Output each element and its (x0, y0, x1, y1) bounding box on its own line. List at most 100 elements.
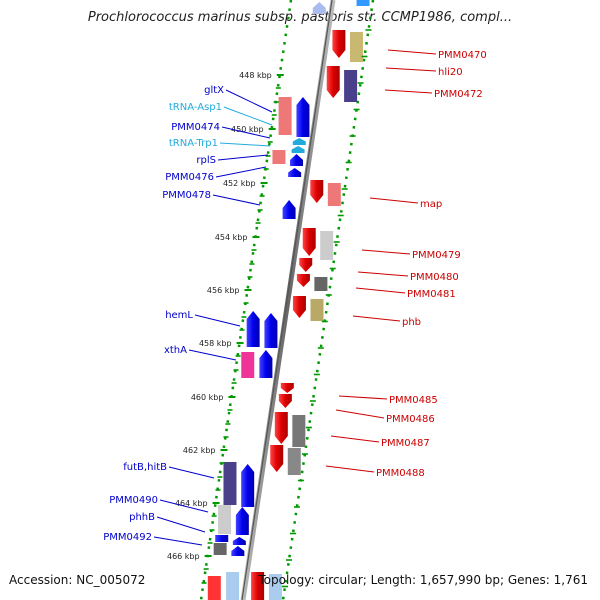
reverse-gene-feature (332, 30, 346, 58)
forward-gene-feature (215, 535, 229, 542)
gene-label-right: PMM0487 (381, 438, 430, 449)
forward-gene-feature (213, 543, 227, 555)
ruler-tick-label: 454 kbp (215, 233, 248, 242)
gene-label-left: futB,hitB (123, 462, 167, 473)
label-leader-line (357, 271, 409, 277)
label-leader-line (215, 166, 267, 178)
gene-label-right: PMM0479 (412, 250, 461, 261)
reverse-gene-feature (251, 572, 265, 600)
reverse-gene-feature (310, 180, 324, 203)
forward-gene-feature (264, 313, 278, 348)
backbone-core (241, 0, 333, 600)
label-leader-line (217, 154, 269, 161)
forward-gene-feature (259, 350, 273, 378)
reverse-gene-feature (302, 228, 316, 256)
reverse-gene-feature (268, 574, 282, 600)
ruler-tick-label: 464 kbp (175, 499, 208, 508)
gene-label-left: hemL (165, 310, 193, 321)
forward-gene-feature (226, 572, 240, 600)
label-leader-line (168, 466, 215, 479)
gene-label-left: PMM0478 (162, 190, 211, 201)
gene-label-right: hli20 (438, 67, 463, 78)
forward-gene-feature (241, 464, 255, 507)
forward-gene-feature (296, 97, 310, 137)
label-leader-line (188, 349, 237, 361)
forward-gene-feature (312, 2, 326, 14)
forward-gene-feature (232, 537, 246, 545)
label-leader-lines (153, 49, 437, 546)
gene-label-right: map (420, 199, 442, 210)
label-leader-line (338, 395, 388, 400)
forward-gene-feature (218, 505, 232, 534)
gene-label-right: phb (402, 317, 421, 328)
reverse-gene-feature (349, 32, 363, 62)
topology-summary: Topology: circular; Length: 1,657,990 bp… (258, 573, 588, 587)
label-leader-line (156, 516, 206, 533)
forward-gene-feature (291, 146, 305, 153)
ruler-tick-label: 452 kbp (223, 179, 256, 188)
reverse-gene-feature (320, 231, 334, 260)
label-leader-line (325, 465, 375, 473)
label-leader-line (223, 106, 273, 126)
forward-gene-feature (278, 97, 292, 135)
reverse-gene-feature (326, 66, 340, 98)
reverse-gene-feature (292, 296, 306, 318)
reverse-gene-feature (356, 0, 370, 6)
map-title: Prochlorococcus marinus subsp. pastoris … (87, 10, 513, 25)
label-leader-line (153, 536, 203, 546)
accession-text: Accession: NC_005072 (9, 573, 146, 587)
forward-gene-feature (207, 576, 221, 600)
gene-label-right: PMM0470 (438, 50, 487, 61)
reverse-gene-feature (296, 274, 310, 287)
forward-gene-feature (241, 352, 255, 378)
forward-gene-feature (231, 546, 245, 556)
gene-label-right: PMM0472 (434, 89, 483, 100)
label-leader-line (194, 314, 241, 327)
label-leader-line (384, 89, 433, 94)
reverse-gene-feature (278, 394, 292, 408)
label-leader-line (330, 435, 380, 443)
label-leader-line (225, 89, 273, 113)
forward-gene-feature (246, 311, 260, 347)
forward-gene-feature (223, 462, 237, 505)
genome-backbone (240, 0, 336, 600)
ruler-tick-label: 450 kbp (231, 125, 264, 134)
gene-label-right: PMM0480 (410, 272, 459, 283)
label-leader-line (335, 409, 385, 419)
reverse-gene-feature (314, 277, 328, 291)
reverse-gene-feature (299, 258, 313, 272)
forward-gene-feature (290, 154, 303, 166)
reverse-gene-feature (292, 415, 306, 447)
reverse-gene-feature (287, 448, 301, 475)
ruler-tick-label: 458 kbp (199, 339, 232, 348)
gene-label-left: phhB (129, 512, 155, 523)
backbone-line (240, 0, 336, 600)
ruler-ticks: 448 kbp 450 kbp 452 kbp 454 kbp 456 kbp 458 k… (167, 29, 372, 588)
gene-label-right: PMM0488 (376, 468, 425, 479)
gene-labels: gltX tRNA-Asp1 PMM0474 tRNA-Trp1 rplS PMM0476… (103, 50, 487, 543)
reverse-gene-feature (344, 70, 358, 102)
gene-label-left: PMM0474 (171, 122, 220, 133)
gene-label-right: PMM0486 (386, 414, 435, 425)
reverse-gene-feature (270, 445, 284, 472)
gene-label-left: tRNA-Trp1 (169, 138, 218, 149)
label-leader-line (212, 194, 261, 206)
label-leader-line (369, 197, 419, 204)
label-leader-line (352, 315, 401, 322)
reverse-gene-feature (310, 299, 324, 321)
reverse-gene-feature (274, 412, 288, 444)
gene-label-left: PMM0490 (109, 495, 158, 506)
label-leader-line (387, 49, 437, 55)
label-leader-line (219, 142, 271, 147)
gene-label-left: tRNA-Asp1 (169, 102, 222, 113)
ruler-tick-label: 466 kbp (167, 552, 200, 561)
forward-gene-feature (292, 138, 306, 145)
feature-tracks (207, 0, 370, 600)
label-leader-line (221, 126, 271, 139)
forward-gene-feature (235, 507, 249, 535)
gene-label-left: PMM0476 (165, 172, 214, 183)
gene-label-left: rplS (196, 155, 216, 166)
forward-gene-feature (288, 168, 302, 177)
